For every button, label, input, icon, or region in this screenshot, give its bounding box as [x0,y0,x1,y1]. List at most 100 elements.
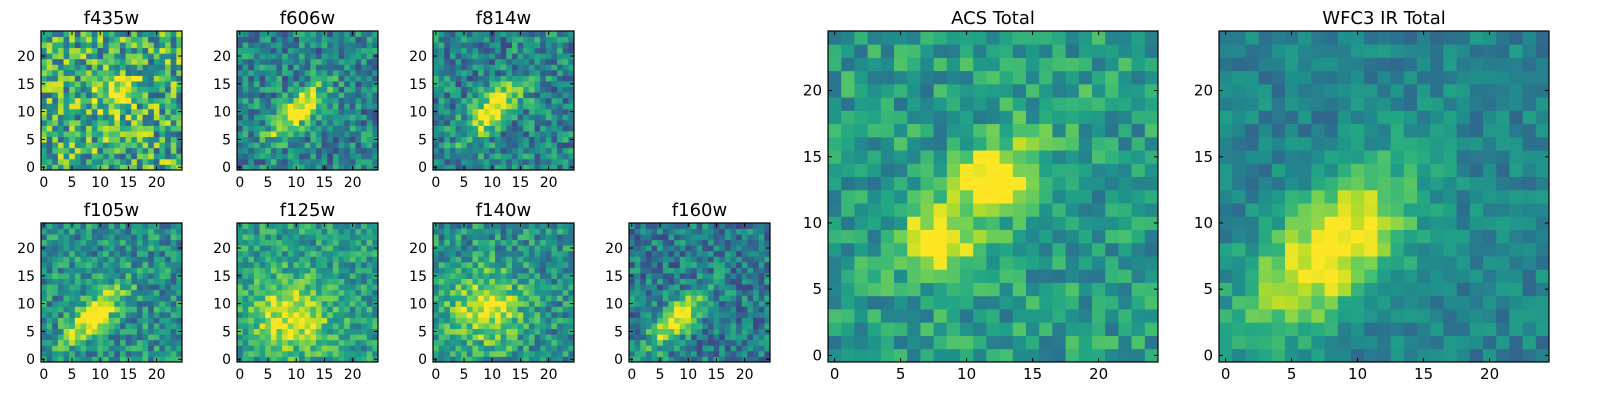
axes-frame [432,30,575,171]
heatmap-cell [114,295,121,302]
heatmap-cell [629,295,636,302]
heatmap-cell [1026,348,1040,363]
heatmap-cell [828,203,842,217]
heatmap-cell [1078,229,1093,244]
heatmap-cell [523,350,530,357]
heatmap-cell [259,350,266,357]
heatmap-cell [444,81,451,87]
heatmap-cell [1131,242,1146,257]
heatmap-cell [506,223,513,229]
heatmap-cell [438,158,445,165]
heatmap-cell [444,328,451,335]
heatmap-cell [540,142,547,149]
heatmap-cell [372,86,379,93]
heatmap-cell [327,323,334,330]
heatmap-cell [568,267,575,274]
heatmap-cell [551,131,558,138]
heatmap-cell [361,136,368,143]
heatmap-cell [91,158,98,165]
heatmap-cell [455,47,462,54]
heatmap-cell [349,86,356,93]
heatmap-cell [557,131,564,138]
heatmap-cell [131,75,138,82]
heatmap-cell [237,92,244,99]
heatmap-cell [253,317,260,324]
heatmap-cell [528,47,535,54]
heatmap-cell [321,334,328,341]
heatmap-cell [540,223,547,229]
heatmap-cell [46,234,53,241]
heatmap-cell [165,81,172,87]
heatmap-cell [237,256,244,263]
heatmap-cell [41,267,48,274]
heatmap-cell [679,317,686,324]
heatmap-cell [1105,309,1119,323]
heatmap-cell [276,164,283,171]
heatmap-cell [1131,176,1146,191]
heatmap-cell [534,53,541,60]
heatmap-cell [159,131,166,138]
heatmap-cell [361,31,368,37]
heatmap-cell [366,86,373,93]
heatmap-cell [355,58,362,65]
heatmap-cell [640,300,647,307]
heatmap-cell [361,108,368,115]
heatmap-cell [74,86,81,93]
heatmap-cell [165,114,172,121]
heatmap-cell [1065,322,1080,336]
heatmap-cell [372,31,379,37]
heatmap-cell [52,245,59,252]
heatmap-cell [528,256,535,263]
heatmap-cell [668,278,675,285]
heatmap-cell [310,86,317,93]
heatmap-cells [41,31,183,171]
heatmap-cell [41,58,48,65]
heatmap-cell [1065,348,1080,363]
heatmap-cell [355,278,362,285]
heatmap-cell [489,295,496,302]
heatmap-cell [265,350,272,357]
heatmap-cell [86,345,93,352]
heatmap-cell [355,311,362,318]
heatmap-cell [52,81,59,87]
heatmap-cell [349,64,356,71]
heatmap-cell [719,300,726,307]
heatmap-cell [685,228,692,235]
heatmap-cell [136,273,143,279]
heatmap-cell [545,53,552,60]
heatmap-cell [1078,322,1093,336]
heatmap-cell [270,350,277,357]
heatmap-cell [142,350,149,357]
heatmap-cell [444,108,451,115]
heatmap-cell [165,295,172,302]
heatmap-cell [438,311,445,318]
heatmap-cell [444,47,451,54]
heatmap-cell [907,216,921,230]
x-tick-label: 15 [120,367,138,383]
heatmap-cell [500,92,507,99]
heatmap-cell [1065,309,1080,323]
heatmap-cell [327,239,334,246]
heatmap-cell [724,223,731,229]
heatmap-cell [366,334,373,341]
heatmap-cell [449,345,456,352]
heatmap-cell [489,36,496,43]
heatmap-cell [444,334,451,341]
heatmap-cell [920,335,934,350]
y-tick-label: 10 [17,297,35,313]
heatmap-cell [91,103,98,110]
heatmap-cell [57,345,64,352]
heatmap-cell [506,256,513,263]
y-tick-label: 5 [418,324,427,340]
heatmap-cell [741,284,748,291]
heatmap-cell [545,131,552,138]
heatmap-cell [466,311,473,318]
heatmap-cell [108,64,115,71]
heatmap-cell [1012,309,1027,323]
heatmap-cell [332,345,339,352]
heatmap-cell [259,86,266,93]
heatmap-cell [1118,216,1132,230]
heatmap-cell [344,58,351,65]
heatmap-cell [148,328,155,335]
heatmap-cell [500,75,507,82]
